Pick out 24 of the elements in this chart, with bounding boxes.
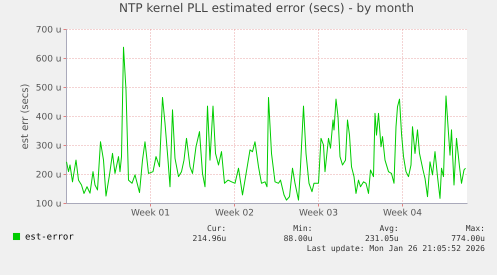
- text: Cur:: [206, 224, 226, 233]
- text: 774.00u: [450, 234, 485, 243]
- y-tick-label: 600 u: [36, 54, 62, 64]
- x-tick-label: Week 03: [299, 208, 338, 218]
- line-series: [66, 46, 466, 201]
- text: 214.96u: [192, 234, 226, 243]
- y-tick-label: 500 u: [36, 84, 62, 94]
- y-tick-label: 200 u: [36, 170, 62, 180]
- text: Last update: Mon Jan 26 21:05:52 2026: [306, 244, 485, 253]
- y-tick-label: 100 u: [36, 200, 62, 210]
- text: 231.05u: [364, 234, 399, 243]
- text: 88.00u: [282, 234, 312, 243]
- y-tick-label: 400 u: [36, 112, 62, 122]
- y-tick-label: 700 u: [36, 26, 62, 36]
- y-tick-label: 300 u: [36, 142, 62, 152]
- x-tick-label: Week 02: [215, 208, 254, 218]
- text: Min:: [292, 224, 312, 233]
- text: Avg:: [378, 224, 399, 233]
- y-axis-title: est err (secs): [20, 84, 31, 150]
- text: Max:: [464, 224, 485, 233]
- chart-title: NTP kernel PLL estimated error (secs) - by month: [119, 1, 414, 15]
- legend-label: est-error: [25, 232, 74, 242]
- x-tick-label: Week 01: [131, 208, 170, 218]
- x-tick-label: Week 04: [383, 208, 422, 218]
